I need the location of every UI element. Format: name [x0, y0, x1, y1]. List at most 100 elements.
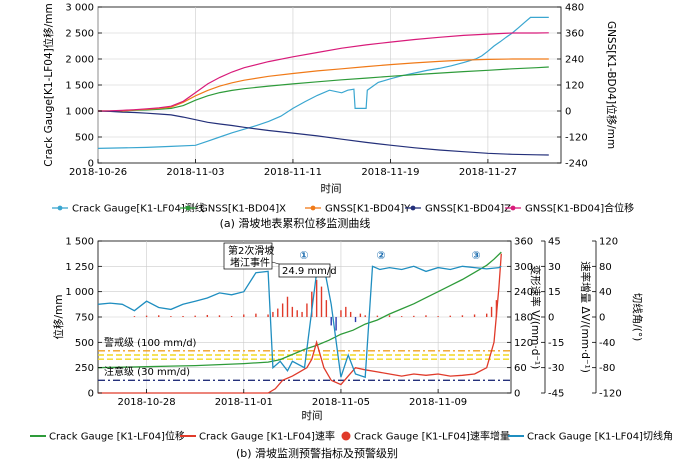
increment-bar [335, 317, 337, 331]
chart-a-x-ticks: 2018-10-26 2018-11-03 2018-11-11 2018-11-19… [69, 159, 517, 178]
y-rate-tick-label: 300 [514, 262, 533, 273]
increment-bar [306, 303, 308, 317]
increment-bar [320, 286, 323, 317]
increment-bar [486, 313, 488, 317]
increment-bar [230, 315, 233, 317]
y-right-tick-label: 240 [565, 55, 584, 66]
y-right-tick-label: 0 [565, 107, 571, 118]
increment-bar [194, 315, 196, 317]
series-line-2 [98, 66, 549, 112]
increment-bar [218, 315, 221, 317]
y-rate-tick-label: 0 [514, 389, 520, 400]
chart-a-left-ticks: 0 500 1 000 1 500 2 000 2 500 3 000 [65, 3, 102, 170]
increment-bar [325, 300, 328, 317]
increment-bar [182, 315, 184, 317]
y-left-tick-label: 0 [88, 159, 94, 170]
y-left-tick-label: 0 [88, 389, 94, 400]
increment-bar [461, 315, 464, 317]
increment-bar [296, 310, 298, 317]
series-line-5 [97, 32, 549, 112]
increment-bar [311, 291, 313, 317]
y-rate-tick-label: 360 [514, 237, 533, 248]
chart-a-caption: (a) 滑坡地表累积位移监测曲线 [220, 216, 371, 230]
event-label-line1: 第2次滑坡 [228, 244, 274, 257]
increment-bar [490, 306, 493, 317]
legend-label: GNSS[K1-BD04]Y [325, 204, 411, 215]
y-rate-tick-label: 180 [514, 313, 533, 324]
x-tick-label: 2018-11-05 [312, 397, 370, 408]
chart-b-ylabel-left: 位移/mm [52, 295, 65, 340]
y-angle-tick-label: -80 [599, 363, 615, 374]
chart-b-increment-ticks: -45 -30 -15 0 15 30 45 [541, 237, 564, 400]
chart-b-legend: Crack Gauge [K1-LF04]位移 Crack Gauge [K1-L… [30, 430, 673, 443]
rate-label: 24.9 mm/d [282, 266, 337, 277]
y-left-tick-label: 2 500 [65, 29, 94, 40]
rate-box [278, 263, 331, 278]
legend-swatch-dot [185, 205, 191, 211]
chart-b-thresholds [98, 350, 511, 382]
legend-swatch-dot [510, 205, 516, 211]
x-tick-label: 2018-11-19 [361, 167, 419, 178]
y-left-tick-label: 3 000 [65, 3, 94, 14]
increment-bar [277, 308, 279, 317]
y-left-tick-label: 500 [75, 133, 94, 144]
increment-bar [133, 316, 136, 317]
chart-a-ylabel-left: Crack Gauge[K1-LF04]位移/mm [42, 3, 55, 166]
x-tick-label: 2018-11-09 [409, 397, 467, 408]
increment-bar [315, 279, 318, 317]
threshold-attention-label: 注意级 (30 mm/d) [104, 365, 190, 378]
increment-bar [272, 311, 274, 317]
x-tick-label: 2018-11-27 [459, 167, 517, 178]
y-left-tick-label: 1 250 [65, 262, 94, 273]
y-angle-tick-label: 40 [599, 287, 612, 298]
increment-bar [413, 315, 415, 317]
chart-b-series [97, 251, 502, 394]
chart-b-rate-ticks: 0 60 120 180 240 300 360 [507, 237, 533, 400]
increment-bar [286, 296, 289, 317]
y-left-tick-label: 1 000 [65, 287, 94, 298]
legend-label: Crack Gauge [K1-LF04]速率 [199, 430, 335, 443]
chart-b-ylabel-angle: 切线角/(°) [631, 293, 644, 341]
legend-label: Crack Gauge [K1-LF04]速率增量 [354, 430, 510, 443]
y-rate-tick-label: 240 [514, 287, 533, 298]
legend-swatch-dot [341, 431, 351, 441]
y-increment-tick-label: 15 [548, 287, 561, 298]
y-increment-tick-label: 45 [548, 237, 561, 248]
legend-label: GNSS[K1-BD04]Z [425, 204, 511, 215]
legend-label: Crack Gauge[K1-LF04]测线 [72, 202, 205, 215]
y-left-tick-label: 1 500 [65, 81, 94, 92]
y-increment-tick-label: 0 [548, 313, 554, 324]
legend-swatch-dot [57, 205, 63, 211]
legend-label: Crack Gauge [K1-LF04]切线角 [527, 430, 673, 443]
increment-bar [281, 303, 284, 317]
y-rate-tick-label: 60 [514, 363, 527, 374]
increment-bar [473, 314, 476, 317]
increment-bar [359, 313, 362, 317]
event-box [223, 242, 273, 270]
chart-a-ylabel-right: GNSS[K1-BD04]位移/mm [605, 21, 618, 149]
y-increment-tick-label: -15 [548, 338, 564, 349]
increment-bar [349, 311, 352, 317]
y-right-tick-label: 120 [565, 81, 584, 92]
series-line-1 [97, 16, 549, 149]
y-right-tick-label: 360 [565, 29, 584, 40]
chart-b-xlabel: 时间 [302, 409, 323, 422]
chart-a-right-ticks: -240 -120 0 120 240 360 480 [557, 3, 588, 170]
increment-bar [388, 315, 391, 317]
increment-bar [145, 315, 148, 317]
increment-bar [400, 316, 403, 317]
series-line-4 [97, 110, 549, 156]
y-angle-tick-label: -120 [599, 389, 622, 400]
increment-bar [170, 316, 172, 317]
y-left-tick-label: 250 [75, 363, 94, 374]
legend-swatch-dot [310, 205, 316, 211]
chart-b-ylabel-rate: 变形速率 V/(mm·d⁻¹) [529, 265, 542, 369]
increment-bar [449, 315, 451, 317]
y-increment-tick-label: -45 [548, 389, 564, 400]
increment-bar [340, 310, 342, 317]
increment-bar [243, 314, 245, 317]
series-line-3 [97, 265, 502, 379]
